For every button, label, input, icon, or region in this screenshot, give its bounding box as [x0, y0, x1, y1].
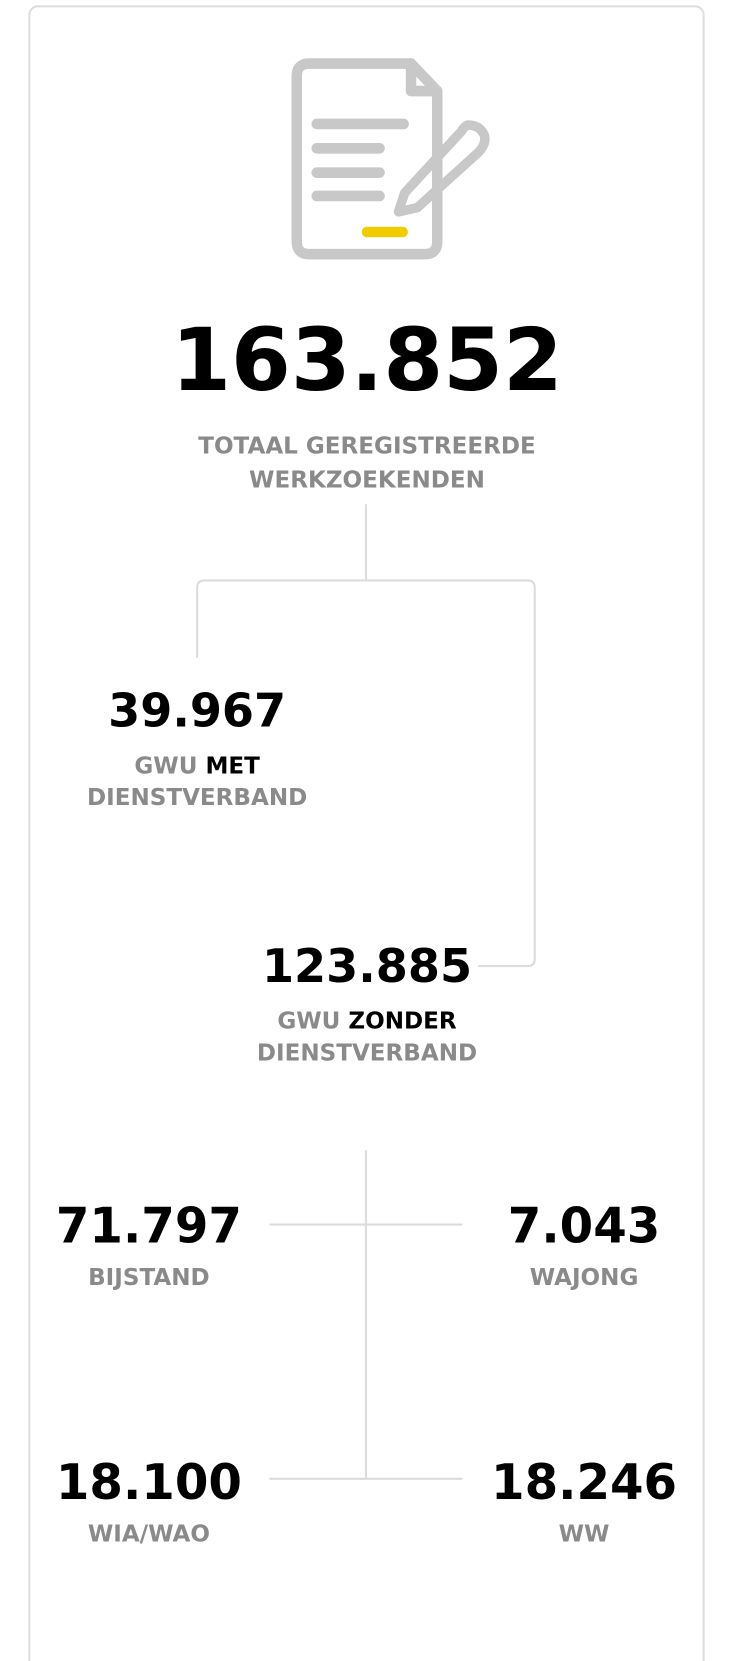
benefit-number: 18.100: [56, 1455, 242, 1511]
benefit-label: WAJONG: [530, 1264, 639, 1291]
benefit-label: WIA/WAO: [88, 1520, 210, 1547]
group-label: DIENSTVERBAND: [257, 1039, 477, 1066]
group-label: GWU ZONDER: [277, 1007, 457, 1034]
group-number: 123.885: [262, 939, 472, 993]
benefit-number: 71.797: [56, 1198, 242, 1254]
total-label: TOTAAL GEREGISTREERDE: [198, 432, 536, 459]
label-emphasis: ZONDER: [348, 1007, 456, 1034]
total-number: 163.852: [171, 310, 563, 411]
label-prefix: GWU: [277, 1007, 340, 1034]
group-label: GWU MET: [134, 752, 260, 779]
benefit-number: 7.043: [508, 1198, 661, 1254]
connectors: [196, 504, 536, 1480]
benefit-label: WW: [559, 1520, 610, 1547]
label-emphasis: MET: [205, 752, 260, 779]
label-prefix: GWU: [134, 752, 197, 779]
group-number: 39.967: [108, 683, 286, 737]
document-icon: [291, 58, 490, 260]
group-label: DIENSTVERBAND: [87, 784, 307, 811]
total-label: WERKZOEKENDEN: [249, 466, 485, 493]
benefit-number: 18.246: [491, 1455, 677, 1511]
card: [28, 5, 705, 1661]
benefit-label: BIJSTAND: [88, 1264, 210, 1291]
